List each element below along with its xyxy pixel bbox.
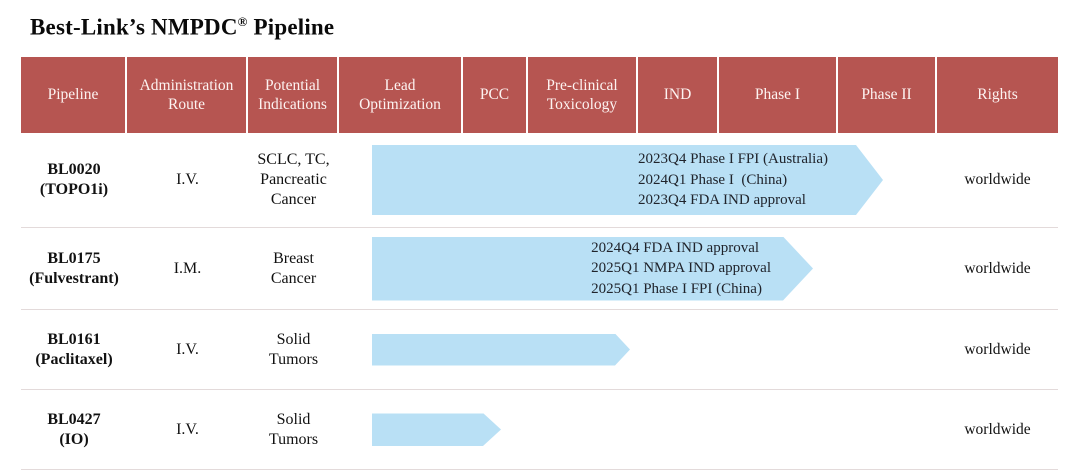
rights-value: worldwide [964,171,1031,189]
table-row-bl0175: BL0175 (Fulvestrant) I.M. Breast Cancer … [21,228,1058,310]
header-cell-ind: IND [638,57,719,133]
table-row-bl0020: BL0020 (TOPO1i) I.V. SCLC, TC, Pancreati… [21,133,1058,228]
table-header-row: Pipeline Administration Route Potential … [21,57,1058,133]
rights-value: worldwide [964,259,1031,277]
registered-trademark-symbol: ® [237,14,248,29]
milestone-text: 2024Q4 FDA IND approval 2025Q1 NMPA IND … [591,239,771,297]
pipeline-name: BL0427 (IO) [47,410,101,448]
header-cell-phase-2: Phase II [838,57,937,133]
administration-route: I.V. [176,171,199,188]
header-cell-potential-indications: Potential Indications [248,57,339,133]
pipeline-name: BL0020 (TOPO1i) [39,161,109,198]
table-row-bl0427: BL0427 (IO) I.V. Solid Tumors worldwide [21,390,1058,470]
pipeline-name: BL0175 (Fulvestrant) [29,249,119,287]
page-title: Best-Link’s NMPDC® Pipeline [30,14,334,41]
header-cell-rights: Rights [937,57,1058,133]
header-cell-lead-optimization: Lead Optimization [339,57,463,133]
administration-route: I.M. [173,259,202,277]
rights-value: worldwide [964,340,1031,358]
milestone-text: 2023Q4 Phase I FPI (Australia) 2024Q1 Ph… [638,150,828,209]
progress-arrow [372,413,501,446]
administration-route: I.V. [176,340,199,358]
table-row-bl0161: BL0161 (Paclitaxel) I.V. Solid Tumors wo… [21,310,1058,390]
progress-arrow: 2024Q4 FDA IND approval 2025Q1 NMPA IND … [372,236,813,301]
potential-indications: Solid Tumors [268,410,319,448]
potential-indications: Solid Tumors [268,330,319,368]
title-text: Best-Link’s NMPDC [30,14,238,40]
header-cell-pipeline: Pipeline [21,57,127,133]
header-cell-phase-1: Phase I [719,57,838,133]
title-suffix: Pipeline [247,14,335,40]
header-cell-administration-route: Administration Route [127,57,248,133]
rights-value: worldwide [964,420,1031,438]
pipeline-name: BL0161 (Paclitaxel) [35,330,113,368]
pipeline-table: Pipeline Administration Route Potential … [21,57,1058,470]
potential-indications: SCLC, TC, Pancreatic Cancer [257,151,330,208]
header-cell-pcc: PCC [463,57,528,133]
administration-route: I.V. [176,420,199,438]
header-cell-preclinical-toxicology: Pre-clinical Toxicology [528,57,638,133]
progress-arrow [372,333,630,366]
potential-indications: Breast Cancer [270,249,317,287]
progress-arrow: 2023Q4 Phase I FPI (Australia) 2024Q1 Ph… [372,145,883,215]
